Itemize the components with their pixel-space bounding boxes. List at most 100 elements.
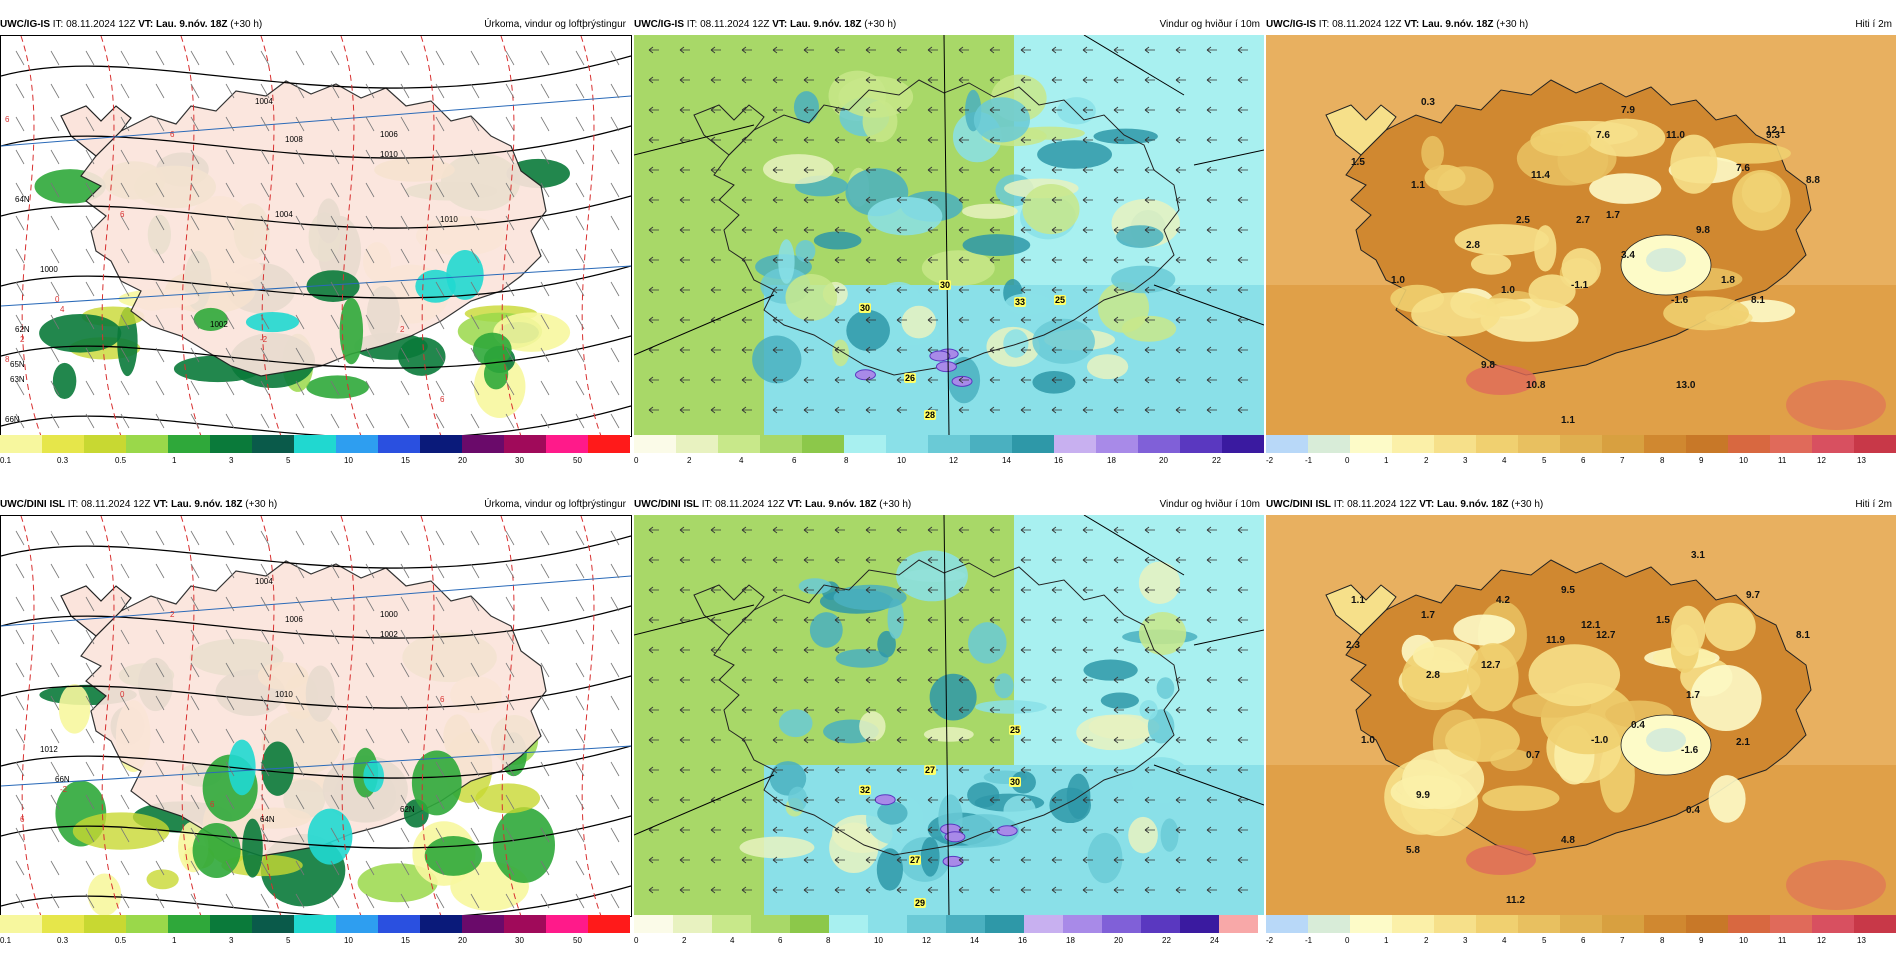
contour-label: 6 [20, 815, 25, 824]
colorbar-swatch [126, 435, 168, 453]
colorbar-swatch [634, 915, 673, 933]
it-value: 08.11.2024 12Z [1332, 19, 1402, 30]
colorbar-tick-label: 4 [1502, 456, 1507, 465]
contour-label: 65N [10, 360, 25, 369]
colorbar [0, 915, 630, 933]
map-value-label: 28 [924, 410, 937, 420]
map-canvas[interactable] [0, 35, 632, 437]
contour-label: 1010 [275, 690, 293, 699]
colorbar-tick-label: 12 [949, 456, 958, 465]
it-value: 08.11.2024 12Z [700, 19, 770, 30]
it-value: 08.11.2024 12Z [715, 499, 785, 510]
colorbar-swatch [907, 915, 946, 933]
colorbar-tick-label: -2 [1266, 456, 1274, 465]
map-value-label: 25 [1054, 295, 1067, 305]
vt-label: VT: [1419, 499, 1435, 510]
colorbar-swatch [1012, 435, 1054, 453]
colorbar-tick-label: 11 [1778, 936, 1787, 945]
map-area[interactable]: 30 30 33 25 26 28 [634, 35, 1264, 435]
panel-header: UWC/IG-IS IT: 08.11.2024 12Z VT: Lau. 9.… [634, 15, 1264, 35]
colorbar-tick-label: 1 [172, 936, 177, 945]
vt-value: Lau. 9.nóv. 18Z [1422, 19, 1494, 30]
contour-label: 62N [15, 325, 30, 334]
map-value-label: 5.8 [1406, 845, 1420, 856]
colorbar-swatch [1180, 435, 1222, 453]
colorbar-tick-label: 8 [1660, 456, 1665, 465]
map-canvas[interactable] [0, 515, 632, 917]
map-canvas[interactable] [1266, 515, 1896, 915]
colorbar-tick-label: 10 [344, 456, 353, 465]
contour-label: 6 [170, 130, 175, 139]
map-value-label: 1.7 [1686, 690, 1700, 701]
it-label: IT: [1333, 499, 1345, 510]
colorbar-swatch [42, 915, 84, 933]
map-value-label: 12.7 [1596, 630, 1616, 641]
vt-value: Lau. 9.nóv. 18Z [805, 499, 877, 510]
colorbar-swatch [1063, 915, 1102, 933]
map-value-label: 30 [859, 303, 872, 313]
colorbar-swatch [1728, 435, 1770, 453]
map-value-label: 10.8 [1526, 380, 1546, 391]
map-area[interactable]: 1004 1008 1010 1006 1004 1000 1002 1010 6 6 4 2 0 -2 2… [0, 35, 632, 437]
map-value-label: 9.8 [1696, 225, 1710, 236]
contour-label: 1000 [380, 610, 398, 619]
colorbar-tick-label: 16 [1018, 936, 1027, 945]
colorbar-swatch [1434, 915, 1476, 933]
colorbar-tick-label: 8 [844, 456, 849, 465]
colorbar-swatch [1024, 915, 1063, 933]
map-area[interactable]: 1004 1006 1002 1000 1010 1012 6 6 2 0 -2 6 66N 64N 62N [0, 515, 632, 917]
colorbar-tick-label: 6 [792, 456, 797, 465]
map-value-label: 1.5 [1351, 157, 1365, 168]
map-value-label: 0.4 [1686, 805, 1700, 816]
map-value-label: 4.2 [1496, 595, 1510, 606]
panel-model-label: UWC/DINI ISL [0, 499, 65, 510]
colorbar-tick-label: -1 [1305, 456, 1313, 465]
map-canvas[interactable] [634, 35, 1264, 435]
colorbar-swatch [676, 435, 718, 453]
colorbar-swatch [802, 435, 844, 453]
colorbar-swatch [1644, 915, 1686, 933]
colorbar-tick-label: 4 [1502, 936, 1507, 945]
colorbar-tick-label: 3 [229, 936, 234, 945]
map-value-label: 1.5 [1656, 615, 1670, 626]
map-canvas[interactable] [634, 515, 1264, 915]
colorbar-tick-label: 1 [1384, 456, 1389, 465]
colorbar-swatch [1728, 915, 1770, 933]
map-value-label: -1.6 [1681, 745, 1699, 756]
colorbar-tick-label: 18 [1107, 456, 1116, 465]
map-value-label: 1.1 [1561, 415, 1575, 426]
colorbar-tick-label: 0.5 [115, 456, 127, 465]
lead-time: (+30 h) [879, 499, 912, 510]
colorbar-swatch [336, 915, 378, 933]
colorbar-tick-label: 4 [739, 456, 744, 465]
map-area[interactable]: 25 32 27 30 27 29 [634, 515, 1264, 915]
map-value-label: 3.1 [1691, 550, 1705, 561]
map-area[interactable]: 3.1 9.7 1.1 1.7 4.2 9.5 12.1 1.5 12.7 2.3 2.8 12.7 1… [1266, 515, 1896, 936]
colorbar-swatch [1434, 435, 1476, 453]
contour-label: 6 [5, 115, 10, 124]
map-value-label: 8.1 [1796, 630, 1810, 641]
colorbar-tick-label: 13 [1857, 936, 1866, 945]
colorbar-swatch [1308, 435, 1350, 453]
colorbar-tick-label: 0 [634, 456, 639, 465]
contour-label: 62N [400, 805, 415, 814]
colorbar-swatch [1602, 915, 1644, 933]
map-canvas[interactable] [1266, 35, 1896, 435]
map-value-label: 0.4 [1631, 720, 1645, 731]
colorbar-tick-label: 50 [573, 456, 582, 465]
map-value-label: 32 [859, 785, 872, 795]
map-value-label: 13.0 [1676, 380, 1696, 391]
colorbar-tick-label: 7 [1620, 936, 1625, 945]
contour-label: 1002 [380, 630, 398, 639]
map-value-label: 9.3 [1766, 130, 1780, 141]
contour-label: -2 [60, 785, 68, 794]
colorbar-swatch [462, 915, 504, 933]
contour-label: 8 [5, 355, 10, 364]
contour-label: 6 [440, 395, 445, 404]
colorbar-tick-label: 11 [1778, 456, 1787, 465]
colorbar-swatch [844, 435, 886, 453]
map-value-label: 1.7 [1421, 610, 1435, 621]
map-area[interactable]: 0.3 7.6 7.9 1.5 1.1 11.0 9.3 12.1 11.4 2.7 7.6 8.8 2… [1266, 35, 1896, 435]
colorbar-tick-label: 0.5 [115, 936, 127, 945]
colorbar-tick-label: 12 [1817, 936, 1826, 945]
